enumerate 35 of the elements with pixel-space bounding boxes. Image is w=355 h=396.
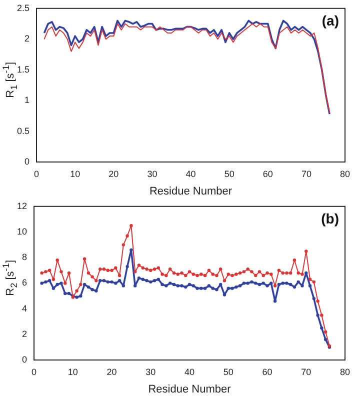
- y-tick-label: 10: [16, 226, 28, 236]
- x-tick-label: 70: [301, 168, 312, 179]
- y-tick-label: 0: [24, 156, 30, 166]
- x-axis-title: Residue Number: [149, 185, 232, 198]
- y-tick-label: 12: [16, 200, 28, 211]
- x-tick-label: 30: [147, 168, 158, 179]
- y-tick-label: 2.5: [16, 2, 30, 13]
- x-tick-label: 20: [106, 366, 117, 377]
- y-tick-label: 0: [22, 354, 28, 364]
- x-tick-label: 30: [146, 366, 156, 377]
- y-tick-label: 2: [22, 328, 28, 339]
- x-tick-label: 80: [340, 168, 350, 179]
- x-tick-label: 20: [108, 168, 119, 179]
- x-tick-label: 40: [186, 168, 196, 179]
- x-tick-label: 50: [223, 366, 234, 377]
- x-tick-label: 0: [32, 366, 37, 377]
- y-tick-label: 4: [22, 303, 28, 314]
- annotation: (a): [322, 12, 339, 28]
- y-tick-label: 1.5: [16, 64, 30, 74]
- y-tick-label: 2: [24, 34, 30, 44]
- x-axis-title: Residue Number: [148, 383, 232, 396]
- y-tick-label: 6: [22, 278, 28, 288]
- x-tick-label: 40: [184, 366, 195, 377]
- x-tick-label: 10: [70, 168, 80, 179]
- x-tick-label: 60: [262, 168, 273, 179]
- x-tick-label: 10: [68, 366, 78, 377]
- x-tick-label: 60: [262, 366, 272, 377]
- y-tick-label: 8: [22, 252, 28, 262]
- y-tick-label: 1: [24, 95, 30, 106]
- x-tick-label: 80: [340, 366, 350, 377]
- annotation: (b): [321, 210, 339, 226]
- x-tick-label: 0: [34, 168, 40, 179]
- x-tick-label: 70: [301, 366, 312, 377]
- x-tick-label: 50: [224, 168, 234, 179]
- y-tick-label: 0.5: [16, 126, 30, 136]
